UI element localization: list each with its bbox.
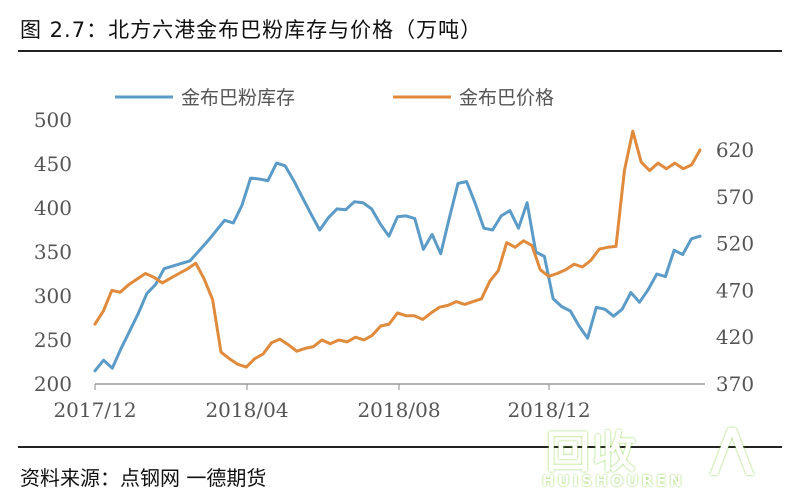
watermark-mark-icon: ⋀ bbox=[710, 418, 754, 478]
chart-series bbox=[93, 129, 702, 373]
source-rule bbox=[18, 446, 782, 448]
series-line-price bbox=[93, 129, 702, 369]
y-right-tick-label: 420 bbox=[716, 325, 754, 349]
legend-label-price: 金布巴价格 bbox=[459, 87, 554, 109]
legend-label-inventory: 金布巴粉库存 bbox=[181, 87, 295, 109]
y-right-tick-label: 470 bbox=[716, 278, 754, 302]
y-left-tick-label: 300 bbox=[34, 284, 72, 308]
y-left-tick-label: 450 bbox=[34, 152, 72, 176]
chart-legend: 金布巴粉库存 金布巴价格 bbox=[115, 87, 554, 109]
x-tick-label: 2017/12 bbox=[53, 398, 136, 422]
y-right-tick-label: 570 bbox=[716, 185, 754, 209]
y-left-tick-label: 250 bbox=[34, 328, 72, 352]
y-left-tick-label: 400 bbox=[34, 196, 72, 220]
series-line-inventory bbox=[93, 161, 702, 373]
y-left-tick-label: 500 bbox=[34, 108, 72, 132]
figure-title: 图 2.7：北方六港金布巴粉库存与价格（万吨） bbox=[20, 18, 483, 42]
title-rule bbox=[18, 50, 782, 52]
y-left-tick-label: 350 bbox=[34, 240, 72, 264]
y-left-tick-label: 200 bbox=[34, 372, 72, 396]
watermark-logo: 回收 ⋀ HUISHOUREN bbox=[540, 410, 795, 498]
watermark-text: 回收 bbox=[546, 427, 638, 478]
chart-axes: 2017/12 2018/04 2018/08 2018/12 200 250 300 350… bbox=[34, 108, 754, 422]
x-tick-label: 2018/12 bbox=[507, 398, 590, 422]
y-right-tick-label: 370 bbox=[716, 372, 754, 396]
x-tick-label: 2018/04 bbox=[205, 398, 288, 422]
y-right-tick-label: 620 bbox=[716, 138, 754, 162]
source-note: 资料来源：点钢网 一德期货 bbox=[20, 466, 267, 490]
watermark-subtext: HUISHOUREN bbox=[542, 472, 685, 490]
y-right-tick-label: 520 bbox=[716, 232, 754, 256]
x-tick-label: 2018/08 bbox=[357, 398, 440, 422]
